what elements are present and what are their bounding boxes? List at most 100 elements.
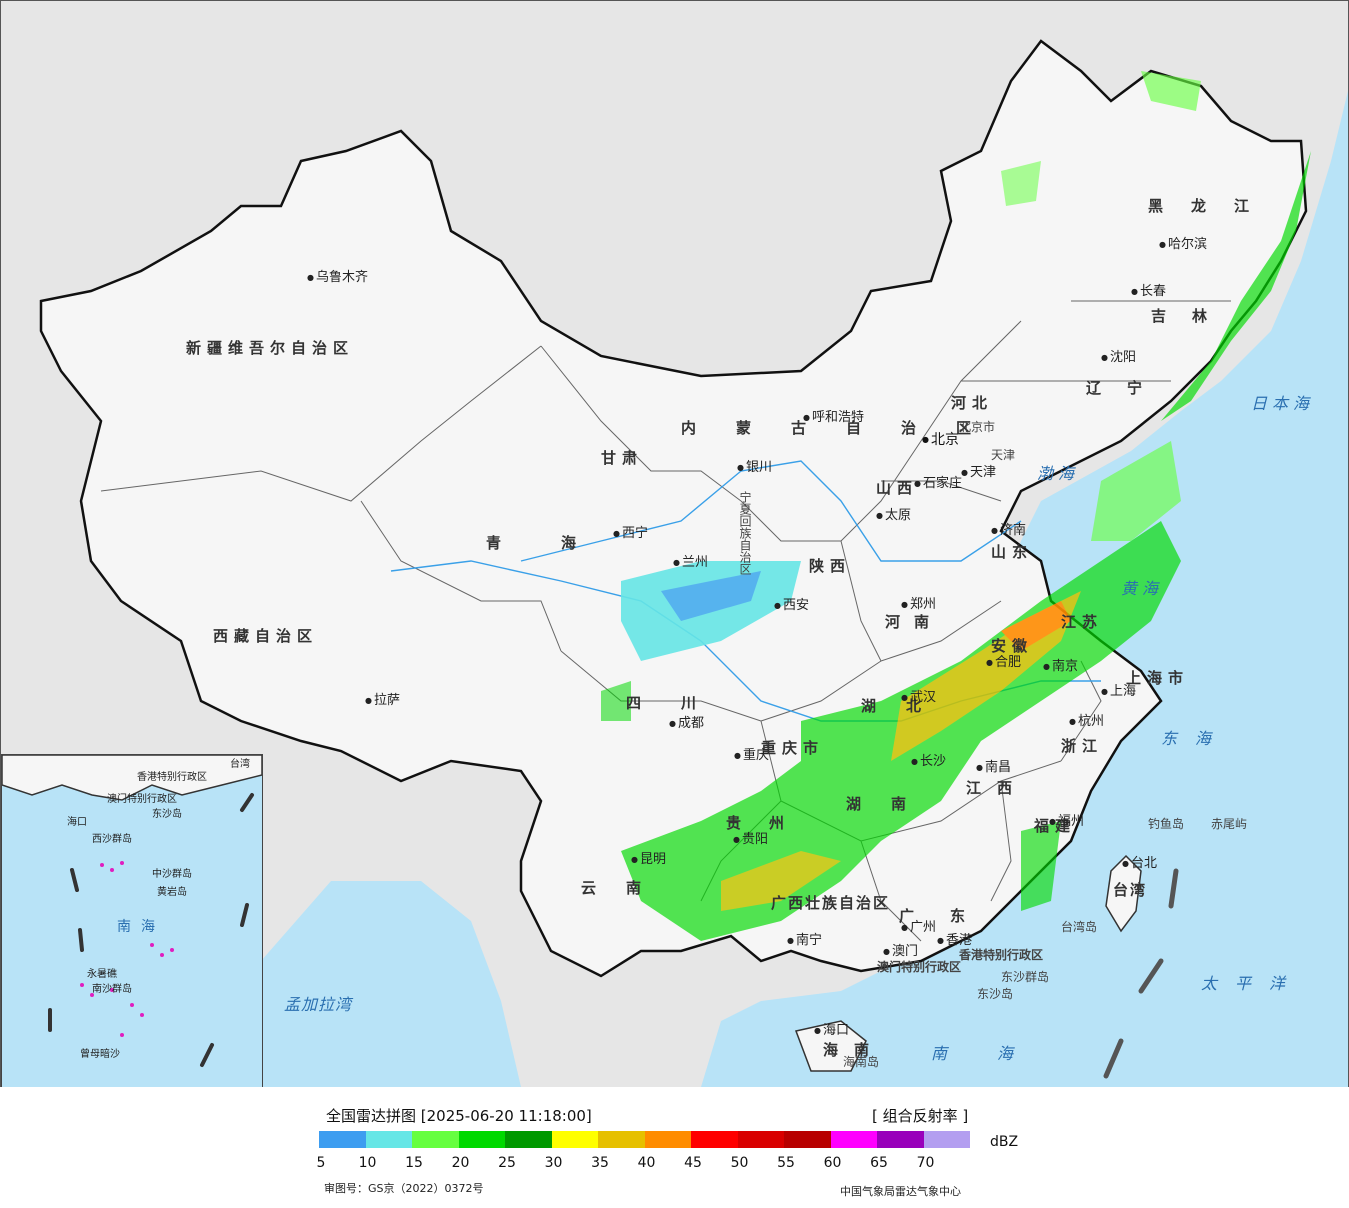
region-label: 贵州 <box>726 814 813 832</box>
inset-label: 台湾 <box>230 759 250 770</box>
region-label: 浙江 <box>1061 737 1104 755</box>
color-scale-tick: 35 <box>591 1155 609 1171</box>
city-label: 重庆 <box>734 749 769 762</box>
city-label: 西宁 <box>613 527 648 540</box>
region-label: 河南 <box>885 613 944 631</box>
color-scale-tick: 20 <box>451 1155 470 1171</box>
island-label: 东沙群岛 <box>1001 970 1050 984</box>
inset-label: 西沙群岛 <box>92 834 132 845</box>
color-scale-segment <box>644 1131 691 1148</box>
region-label: 山西 <box>876 479 919 497</box>
taiwan-island <box>1105 854 1142 933</box>
inset-label: 海口 <box>67 817 87 828</box>
south-china-sea-inset: 香港特别行政区 澳门特别行政区 东沙岛 海口 西沙群岛 中沙群岛 黄岩岛 南海 … <box>1 754 263 1087</box>
city-label: 沈阳 <box>1101 351 1136 364</box>
region-label: 宁夏回族自治区 <box>738 491 752 575</box>
approval-number: 审图号：GS京（2022）0372号 <box>324 1182 484 1195</box>
legend-panel: 全国雷达拼图 [2025-06-20 11:18:00] [ 组合反射率 ] d… <box>0 1087 1349 1208</box>
city-label: 北京 <box>922 433 959 447</box>
color-scale-bar <box>319 1131 970 1148</box>
color-scale-tick: 65 <box>870 1155 888 1171</box>
color-scale-segment <box>737 1131 784 1148</box>
color-scale-tick: 15 <box>405 1155 423 1171</box>
city-label: 长春 <box>1131 285 1166 298</box>
island-label: 赤尾屿 <box>1211 817 1248 831</box>
region-label: 江西 <box>966 779 1029 797</box>
city-label: 上海 <box>1101 685 1136 698</box>
region-label: 云南 <box>581 879 672 897</box>
region-label: 广西壮族自治区 <box>771 894 891 912</box>
city-label: 香港 <box>937 934 972 947</box>
color-scale-segment <box>319 1131 366 1148</box>
color-scale-segment <box>877 1131 924 1148</box>
region-label: 青海 <box>486 534 637 552</box>
city-label: 福州 <box>1049 815 1084 828</box>
city-label: 哈尔滨 <box>1159 238 1207 251</box>
city-label: 南京 <box>1043 660 1078 673</box>
region-label: 陕西 <box>809 557 852 575</box>
color-scale-tick: 25 <box>498 1155 516 1171</box>
region-label: 河北 <box>951 394 994 412</box>
city-label: 郑州 <box>901 598 936 611</box>
region-label: 上海市 <box>1126 669 1190 687</box>
color-scale-segment <box>830 1131 877 1148</box>
island-label: 台湾岛 <box>1061 920 1098 934</box>
product-type-label: [ 组合反射率 ] <box>872 1107 969 1125</box>
inset-label: 曾母暗沙 <box>80 1049 120 1060</box>
inset-label: 澳门特别行政区 <box>107 794 177 805</box>
color-scale-ticks: 5 10 15 20 25 30 35 40 45 50 55 60 65 70 <box>316 1155 979 1171</box>
city-label: 澳门 <box>883 945 918 958</box>
island-label: 澳门特别行政区 <box>877 960 962 974</box>
island-label: 东沙岛 <box>977 987 1014 1001</box>
region-label: 西藏自治区 <box>213 627 319 645</box>
region-label: 四川 <box>626 694 737 712</box>
city-label: 南宁 <box>787 934 822 947</box>
inset-label: 东沙岛 <box>152 809 182 820</box>
color-scale-segment <box>691 1131 738 1148</box>
inset-label: 南沙群岛 <box>92 984 132 995</box>
color-scale-segment <box>365 1131 412 1148</box>
city-label: 天津 <box>961 466 996 479</box>
city-label: 西安 <box>774 599 809 612</box>
inset-canvas <box>2 755 262 1067</box>
island-label: 香港特别行政区 <box>959 948 1044 962</box>
region-label: 新疆维吾尔自治区 <box>186 339 355 357</box>
region-label: 海南 <box>823 1041 886 1059</box>
color-scale-tick: 30 <box>544 1155 563 1171</box>
color-scale-segment <box>551 1131 598 1148</box>
city-label: 海口 <box>814 1024 849 1037</box>
data-source: 中国气象局雷达气象中心 <box>840 1185 961 1198</box>
sea-label: 东海 <box>1161 729 1230 748</box>
inset-label: 永暑礁 <box>87 969 117 980</box>
color-scale-segment <box>923 1131 970 1148</box>
region-label: 吉林 <box>1151 307 1234 325</box>
region-label: 重庆市 <box>761 739 825 757</box>
color-scale-tick: 50 <box>730 1155 749 1171</box>
city-label: 武汉 <box>901 691 936 704</box>
color-scale-tick: 5 <box>316 1155 326 1171</box>
city-label: 贵阳 <box>733 833 768 846</box>
region-label: 湖南 <box>846 795 937 813</box>
city-label: 成都 <box>669 717 704 730</box>
region-label: 黑龙江 <box>1148 197 1278 215</box>
radar-map: 新疆维吾尔自治区 西藏自治区 青海 甘肃 内蒙古自治区 黑龙江 吉林 辽宁 河北… <box>0 0 1349 1088</box>
city-label: 杭州 <box>1069 715 1104 728</box>
island-label: 海南岛 <box>843 1055 880 1069</box>
region-label: 江苏 <box>1061 613 1104 631</box>
sea-label: 孟加拉湾 <box>284 995 353 1014</box>
color-scale-tick: 10 <box>358 1155 377 1171</box>
region-label: 甘肃 <box>601 449 644 467</box>
region-label: 台湾 <box>1113 881 1148 899</box>
color-scale-tick: 55 <box>777 1155 795 1171</box>
city-label: 兰州 <box>673 556 708 569</box>
city-label: 合肥 <box>986 656 1021 669</box>
city-label: 银川 <box>737 461 772 474</box>
color-scale-tick: 40 <box>637 1155 656 1171</box>
region-label: 内蒙古自治区 <box>681 419 1012 437</box>
color-scale-segment <box>784 1131 831 1148</box>
region-label: 安徽 <box>991 637 1034 655</box>
sea-label: 日本海 <box>1251 394 1315 413</box>
bay-of-bengal <box>261 881 521 1087</box>
city-label: 济南 <box>991 524 1026 537</box>
city-label: 昆明 <box>631 853 666 866</box>
